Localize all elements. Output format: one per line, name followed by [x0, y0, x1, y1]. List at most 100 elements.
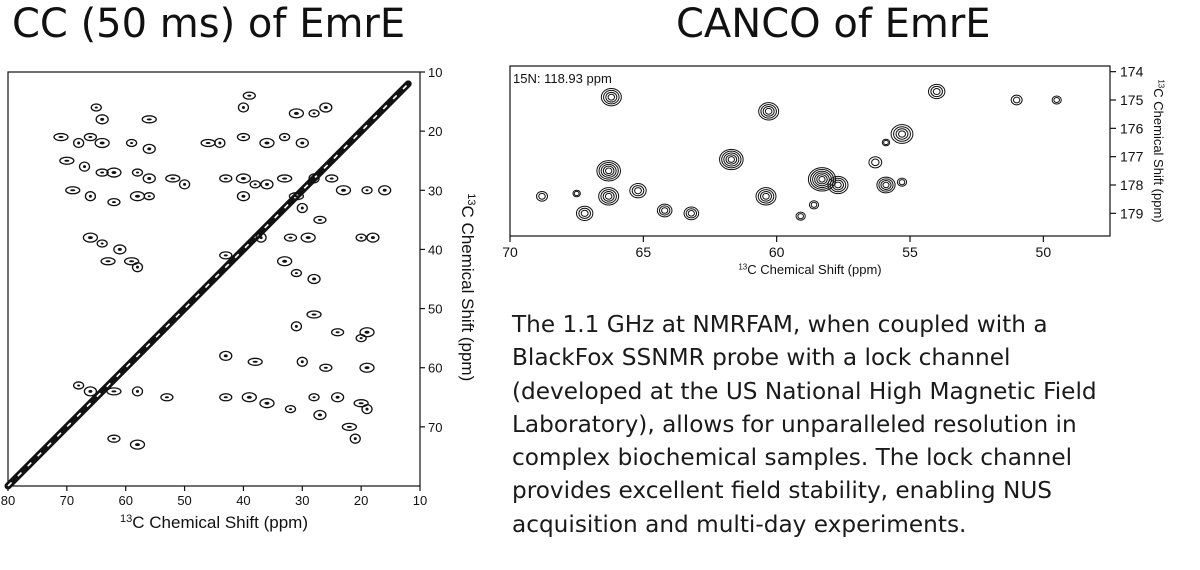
cc-peak: [308, 393, 320, 402]
canco-peak: [538, 192, 546, 200]
canco-peak: [1010, 94, 1023, 106]
canco-peak: [818, 176, 826, 183]
canco-peak: [898, 179, 906, 186]
cc-peak-core: [312, 396, 316, 399]
cc-peak: [341, 422, 358, 432]
cc-peak: [96, 239, 108, 248]
canco-peak: [634, 187, 642, 195]
canco-peak: [757, 189, 775, 204]
cc-x-tick-label: 70: [60, 493, 74, 508]
canco-peak: [816, 174, 828, 185]
cc-peak-core: [294, 272, 298, 275]
cc-x-axis-label: 13C Chemical Shift (ppm): [120, 513, 308, 532]
cc-peak-core: [282, 259, 288, 263]
canco-x-tick-label: 65: [636, 244, 652, 260]
canco-peak: [723, 152, 740, 167]
cc-peak-core: [264, 182, 269, 186]
canco-peak: [876, 176, 896, 194]
cc-peak: [219, 174, 233, 183]
cc-peak-core: [241, 194, 246, 198]
cc-peak: [284, 404, 297, 414]
cc-peak-core: [117, 247, 122, 251]
cc-peak-core: [146, 118, 152, 121]
cc-peak: [349, 433, 361, 444]
cc-peak-core: [130, 141, 134, 144]
cc-peak-core: [353, 437, 357, 441]
canco-peak: [927, 83, 946, 100]
canco-peak: [683, 206, 700, 221]
canco-peak: [1012, 96, 1021, 104]
cc-diagonal-inner: [7, 83, 409, 487]
cc-peak-core: [77, 384, 81, 387]
cc-peak-core: [289, 408, 293, 411]
canco-peak: [829, 177, 847, 193]
cc-peak: [313, 409, 327, 421]
cc-peak-core: [300, 206, 304, 210]
canco-peak: [600, 189, 617, 204]
cc-peak-core: [88, 194, 92, 198]
cc-peak: [83, 386, 98, 397]
cc-peak: [355, 333, 367, 343]
cc-peak: [123, 257, 140, 266]
cc-peak: [94, 137, 110, 149]
cc-peak: [353, 399, 369, 408]
cc-peak-core: [147, 147, 152, 151]
cc-peak-core: [223, 177, 228, 180]
canco-x-axis-label: 13C Chemical Shift (ppm): [738, 262, 881, 277]
canco-peak: [755, 187, 777, 206]
canco-x-tick-label: 50: [1036, 244, 1052, 260]
cc-peak-core: [288, 236, 293, 239]
canco-y-tick-label: 178: [1120, 177, 1144, 193]
canco-peak: [896, 177, 908, 187]
cc-peak: [366, 232, 380, 243]
canco-peak: [812, 170, 832, 188]
canco-peak: [602, 191, 615, 202]
cc-x-tick-label: 60: [118, 493, 132, 508]
canco-peak: [871, 158, 880, 167]
cc-peak: [235, 173, 252, 184]
canco-peak: [883, 139, 889, 146]
canco-peak: [890, 124, 914, 144]
cc-peak-core: [359, 236, 363, 239]
cc-peak-core: [241, 105, 245, 109]
cc-peak: [82, 232, 99, 243]
cc-peak: [359, 327, 375, 338]
cc-peak: [107, 434, 121, 443]
canco-peak: [760, 191, 772, 202]
cc-peak-core: [293, 111, 299, 115]
cc-x-tick-label: 40: [236, 493, 250, 508]
cc-peak-core: [147, 195, 151, 198]
cc-peak: [219, 251, 233, 260]
cc-peak-core: [359, 337, 363, 340]
cc-peak: [308, 109, 320, 118]
canco-peak: [725, 154, 738, 165]
canco-plot-frame: [509, 65, 1111, 237]
canco-peak: [760, 104, 777, 119]
cc-peak-core: [247, 94, 252, 97]
cc-peak-core: [311, 313, 317, 316]
cc-peak-core: [259, 236, 263, 240]
cc-peak-core: [134, 194, 140, 198]
cc-peak: [241, 392, 257, 403]
cc-peak: [214, 137, 226, 149]
canco-peak: [880, 180, 892, 190]
canco-peak: [578, 207, 591, 219]
canco-peak: [536, 191, 548, 202]
cc-y-tick-label: 40: [428, 242, 442, 257]
cc-peak-core: [100, 171, 105, 174]
cc-peak-core: [88, 389, 93, 393]
cc-peak-core: [358, 402, 364, 405]
cc-peak: [276, 256, 293, 267]
canco-peak: [882, 181, 890, 189]
cc-peak: [290, 321, 303, 332]
cc-peak: [290, 268, 303, 278]
cc-peak-core: [312, 277, 317, 281]
canco-peak: [764, 107, 773, 115]
cc-peak: [325, 174, 339, 183]
cc-peak-core: [264, 141, 270, 145]
cc-peak: [330, 392, 345, 403]
cc-peak-core: [223, 396, 228, 399]
canco-peak: [868, 156, 883, 169]
cc-peak-core: [105, 260, 111, 263]
cc-peak: [278, 132, 291, 142]
